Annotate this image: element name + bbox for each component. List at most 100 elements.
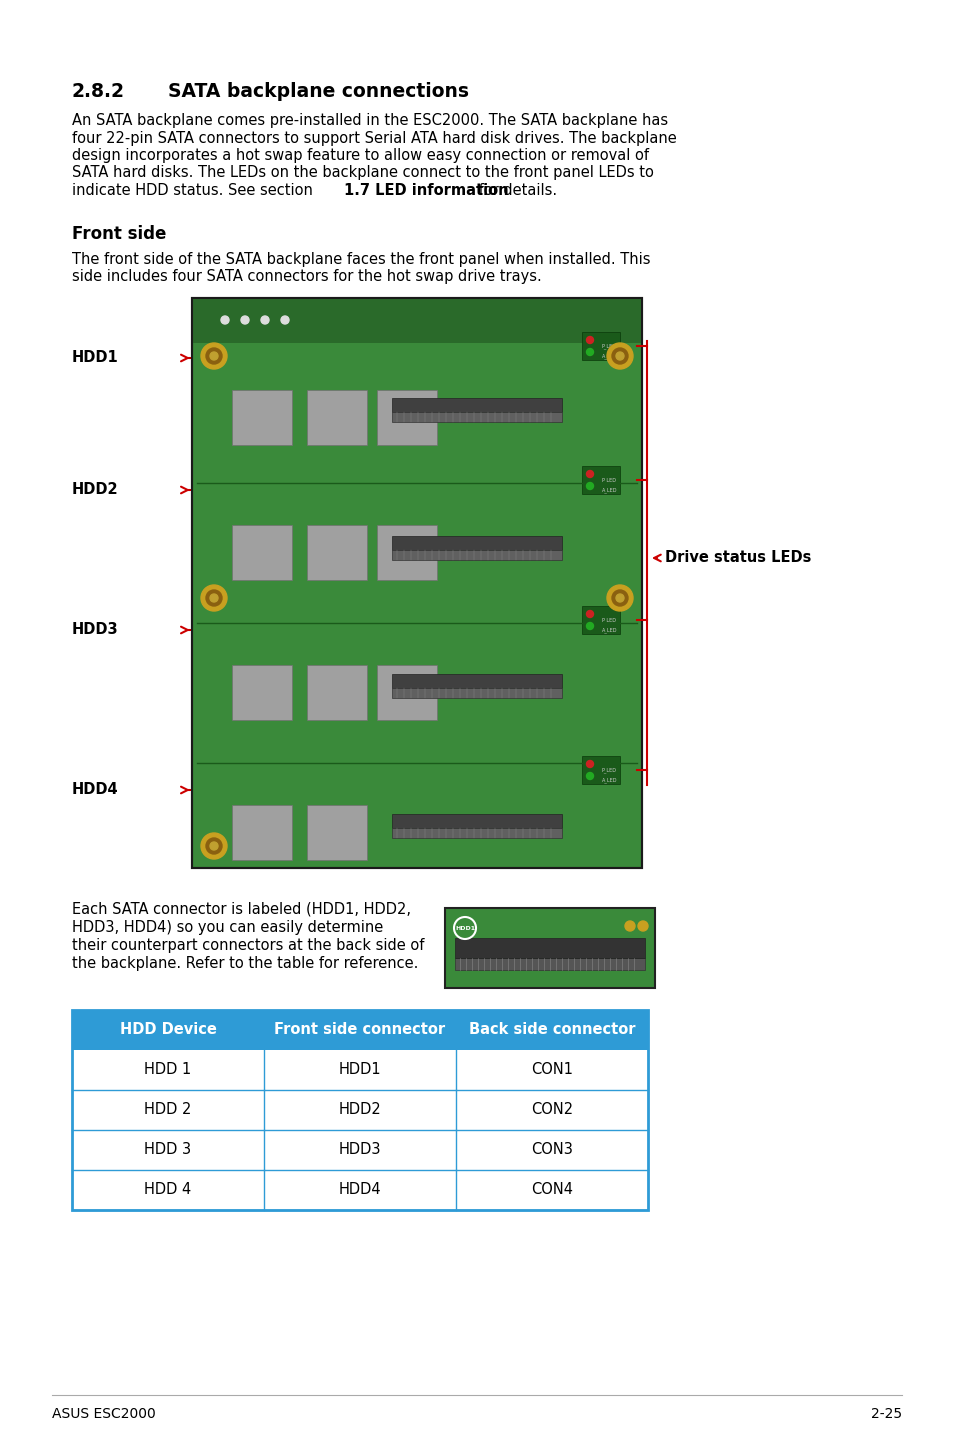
Bar: [192, 298, 641, 869]
Text: P_LED: P_LED: [601, 344, 617, 349]
Text: HDD2: HDD2: [71, 483, 118, 498]
Bar: [71, 1130, 647, 1171]
Circle shape: [606, 585, 633, 611]
Text: 1.7 LED information: 1.7 LED information: [344, 183, 508, 198]
Circle shape: [624, 920, 635, 930]
Text: CON4: CON4: [531, 1182, 573, 1198]
Bar: [392, 828, 561, 838]
Text: HDD 4: HDD 4: [144, 1182, 192, 1198]
Text: HDD3: HDD3: [71, 623, 118, 637]
Circle shape: [606, 344, 633, 370]
Text: indicate HDD status. See section: indicate HDD status. See section: [71, 183, 317, 198]
Bar: [581, 466, 619, 495]
Bar: [192, 298, 641, 869]
Circle shape: [586, 470, 593, 477]
Text: side includes four SATA connectors for the hot swap drive trays.: side includes four SATA connectors for t…: [71, 269, 541, 285]
Circle shape: [586, 611, 593, 617]
Text: SATA hard disks. The LEDs on the backplane connect to the front panel LEDs to: SATA hard disks. The LEDs on the backpla…: [71, 165, 653, 181]
Circle shape: [201, 344, 227, 370]
Circle shape: [586, 348, 593, 355]
Bar: [581, 332, 619, 360]
Circle shape: [261, 316, 269, 324]
Text: A_LED: A_LED: [601, 777, 617, 782]
Bar: [71, 1050, 647, 1090]
Circle shape: [616, 594, 623, 603]
Circle shape: [638, 920, 647, 930]
Bar: [71, 1009, 647, 1209]
Text: CON3: CON3: [531, 1143, 573, 1158]
Text: their counterpart connectors at the back side of: their counterpart connectors at the back…: [71, 938, 424, 953]
Circle shape: [206, 838, 222, 854]
Bar: [376, 525, 436, 580]
Bar: [307, 525, 367, 580]
Circle shape: [586, 483, 593, 489]
Circle shape: [586, 336, 593, 344]
Text: HDD3, HDD4) so you can easily determine: HDD3, HDD4) so you can easily determine: [71, 920, 383, 935]
Text: P_LED: P_LED: [601, 766, 617, 772]
Bar: [232, 525, 292, 580]
Circle shape: [210, 843, 218, 850]
Text: Front side connector: Front side connector: [274, 1022, 445, 1037]
Text: four 22-pin SATA connectors to support Serial ATA hard disk drives. The backplan: four 22-pin SATA connectors to support S…: [71, 131, 676, 145]
Bar: [307, 805, 367, 860]
Text: 2-25: 2-25: [870, 1406, 901, 1421]
Text: HDD 1: HDD 1: [144, 1063, 192, 1077]
Circle shape: [210, 594, 218, 603]
Circle shape: [586, 761, 593, 768]
Text: P_LED: P_LED: [601, 477, 617, 483]
Text: HDD1: HDD1: [71, 351, 118, 365]
Text: Each SATA connector is labeled (HDD1, HDD2,: Each SATA connector is labeled (HDD1, HD…: [71, 902, 411, 917]
Bar: [376, 664, 436, 720]
Bar: [392, 814, 561, 828]
Text: A_LED: A_LED: [601, 627, 617, 633]
Text: HDD Device: HDD Device: [119, 1022, 216, 1037]
Bar: [392, 549, 561, 559]
Text: CON1: CON1: [531, 1063, 573, 1077]
Bar: [192, 298, 641, 344]
Circle shape: [221, 316, 229, 324]
Circle shape: [241, 316, 249, 324]
Bar: [392, 687, 561, 697]
Text: A_LED: A_LED: [601, 354, 617, 360]
Circle shape: [210, 352, 218, 360]
Circle shape: [206, 590, 222, 605]
Bar: [376, 390, 436, 444]
Text: SATA backplane connections: SATA backplane connections: [168, 82, 469, 101]
Circle shape: [586, 772, 593, 779]
Text: design incorporates a hot swap feature to allow easy connection or removal of: design incorporates a hot swap feature t…: [71, 148, 648, 162]
Text: HDD 3: HDD 3: [144, 1143, 192, 1158]
Bar: [71, 1171, 647, 1209]
Text: HDD1: HDD1: [338, 1063, 381, 1077]
Text: HDD 2: HDD 2: [144, 1103, 192, 1117]
Text: A_LED: A_LED: [601, 487, 617, 493]
Circle shape: [201, 585, 227, 611]
Bar: [71, 1009, 647, 1050]
Text: ASUS ESC2000: ASUS ESC2000: [52, 1406, 155, 1421]
Text: Back side connector: Back side connector: [468, 1022, 635, 1037]
Bar: [444, 907, 655, 988]
Text: HDD4: HDD4: [71, 782, 118, 798]
Text: CON2: CON2: [531, 1103, 573, 1117]
Text: the backplane. Refer to the table for reference.: the backplane. Refer to the table for re…: [71, 956, 418, 971]
Circle shape: [206, 348, 222, 364]
Bar: [307, 390, 367, 444]
Bar: [455, 958, 644, 971]
Bar: [581, 756, 619, 784]
Bar: [307, 664, 367, 720]
Bar: [392, 413, 561, 421]
Bar: [232, 805, 292, 860]
Circle shape: [612, 348, 627, 364]
Bar: [232, 664, 292, 720]
Text: HDD2: HDD2: [338, 1103, 381, 1117]
Text: HDD4: HDD4: [338, 1182, 381, 1198]
Text: 2.8.2: 2.8.2: [71, 82, 125, 101]
Text: Drive status LEDs: Drive status LEDs: [664, 551, 810, 565]
Text: for details.: for details.: [474, 183, 557, 198]
Circle shape: [616, 352, 623, 360]
Bar: [581, 605, 619, 634]
Text: HDD1: HDD1: [455, 926, 475, 930]
Text: The front side of the SATA backplane faces the front panel when installed. This: The front side of the SATA backplane fac…: [71, 252, 650, 267]
Bar: [455, 938, 644, 958]
Bar: [232, 390, 292, 444]
Bar: [392, 536, 561, 549]
